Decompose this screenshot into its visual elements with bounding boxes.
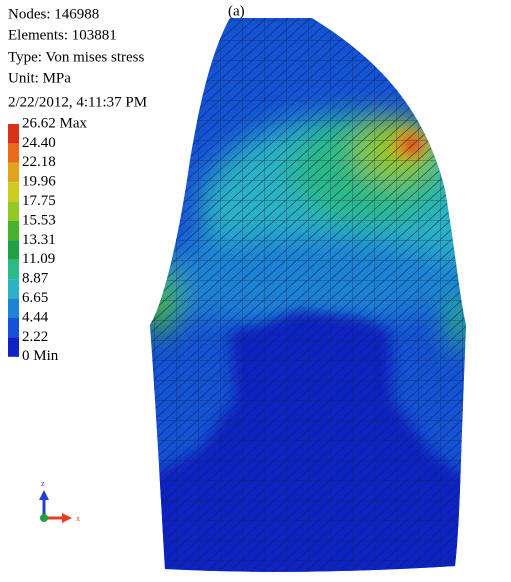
legend-swatch <box>8 221 19 240</box>
info-line: Type: Von mises stress <box>8 49 144 65</box>
legend-label: 6.65 <box>22 290 48 306</box>
legend-label: 15.53 <box>22 212 56 228</box>
legend-label: 2.22 <box>22 329 48 345</box>
legend-swatch <box>8 279 19 298</box>
legend-swatch <box>8 318 19 337</box>
legend-label: 4.44 <box>22 309 49 325</box>
legend-swatch <box>8 260 19 279</box>
legend-label: 22.18 <box>22 154 56 170</box>
legend-label: 8.87 <box>22 271 49 287</box>
legend-swatch <box>8 182 19 201</box>
legend-swatch <box>8 337 19 356</box>
legend-label: 26.62 Max <box>22 115 87 131</box>
legend-swatch <box>8 202 19 221</box>
legend-swatch <box>8 124 19 143</box>
legend-swatch <box>8 299 19 318</box>
color-legend: 26.62 Max 24.40 22.18 19.96 17.75 15.53 13.31 1… <box>8 115 87 364</box>
info-line: Nodes: 146988 <box>8 6 99 22</box>
legend-label: 13.31 <box>22 232 56 248</box>
legend-swatch <box>8 143 19 162</box>
axis-triad: z x <box>39 479 80 523</box>
stress-field <box>130 10 500 577</box>
info-line: 2/22/2012, 4:11:37 PM <box>8 94 147 110</box>
panel-label: (a) <box>228 3 245 19</box>
screenshot: (a) Nodes: 146988 Elements: 103881 Type:… <box>0 0 511 577</box>
info-line: Unit: MPa <box>8 70 71 86</box>
legend-label: 0 Min <box>22 348 59 364</box>
legend-label: 19.96 <box>22 174 56 190</box>
legend-label: 11.09 <box>22 251 55 267</box>
info-line: Elements: 103881 <box>8 27 117 43</box>
legend-swatch <box>8 163 19 182</box>
axis-label: x <box>76 514 80 523</box>
axis-label: z <box>41 479 45 488</box>
legend-label: 24.40 <box>22 135 56 151</box>
legend-label: 17.75 <box>22 193 56 209</box>
legend-swatch <box>8 240 19 259</box>
